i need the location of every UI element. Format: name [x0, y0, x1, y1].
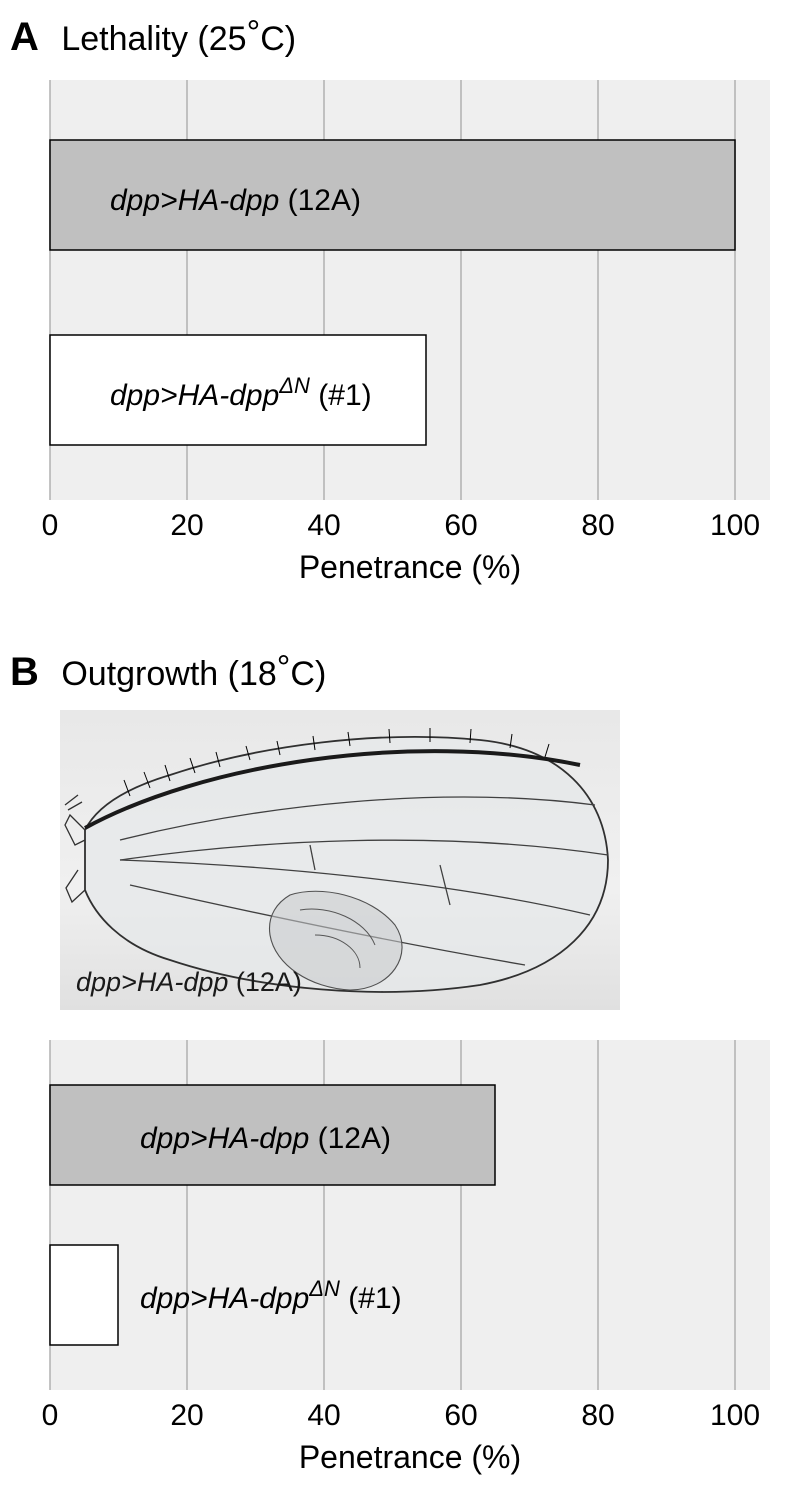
bar-b-2-label: dpp>HA-dppΔN (#1) — [140, 1276, 402, 1315]
panel-b-label: B — [10, 650, 39, 694]
tick: 80 — [581, 509, 614, 542]
chart-a-xlabel: Penetrance (%) — [299, 549, 521, 585]
bar-a-2-sup: ΔN — [278, 373, 310, 398]
bar-a-2-label: dpp>HA-dppΔN (#1) — [110, 373, 372, 412]
bar-a-1-prefix: dpp>HA-dpp — [110, 184, 279, 217]
bar-b-2-prefix: dpp>HA-dpp — [140, 1282, 309, 1315]
bar-b-1-prefix: dpp>HA-dpp — [140, 1122, 309, 1155]
wing-hinge — [65, 795, 85, 902]
panel-a-title: Lethality (25°C) — [61, 20, 296, 58]
wing-caption-suffix: (12A) — [228, 967, 302, 997]
tick: 40 — [307, 509, 340, 542]
panel-a-label: A — [10, 15, 39, 59]
chart-b: dpp>HA-dpp (12A) dpp>HA-dppΔN (#1) 0 20 … — [10, 1030, 780, 1490]
panel-b-title-suffix: C) — [290, 655, 326, 693]
panel-b-title: Outgrowth (18°C) — [61, 655, 326, 693]
panel-a-title-prefix: Lethality (25 — [61, 20, 246, 58]
bar-b-2-sup: ΔN — [308, 1276, 340, 1301]
panel-b-title-degree: ° — [277, 649, 291, 687]
panel-b: B Outgrowth (18°C) — [10, 650, 326, 695]
bar-b-2 — [50, 1245, 118, 1345]
chart-b-ticks: 0 20 40 60 80 100 — [42, 1399, 760, 1432]
tick: 60 — [444, 509, 477, 542]
chart-b-xlabel: Penetrance (%) — [299, 1439, 521, 1475]
wing-caption-prefix: dpp>HA-dpp — [76, 967, 228, 997]
tick: 20 — [170, 509, 203, 542]
chart-a: dpp>HA-dpp (12A) dpp>HA-dppΔN (#1) 0 20 … — [10, 70, 780, 605]
chart-a-svg: dpp>HA-dpp (12A) dpp>HA-dppΔN (#1) 0 20 … — [10, 70, 780, 600]
wing-image: dpp>HA-dpp (12A) — [60, 710, 620, 1010]
tick: 60 — [444, 1399, 477, 1432]
panel-a: A Lethality (25°C) — [10, 15, 296, 60]
panel-a-title-suffix: C) — [260, 20, 296, 58]
bar-a-2-suffix: (#1) — [310, 379, 372, 412]
bar-b-1-label: dpp>HA-dpp (12A) — [140, 1122, 391, 1155]
tick: 20 — [170, 1399, 203, 1432]
tick: 100 — [710, 1399, 760, 1432]
chart-a-ticks: 0 20 40 60 80 100 — [42, 509, 760, 542]
bar-a-1-suffix: (12A) — [279, 184, 361, 217]
tick: 0 — [42, 509, 59, 542]
panel-b-title-prefix: Outgrowth (18 — [61, 655, 276, 693]
tick: 0 — [42, 1399, 59, 1432]
bar-b-1-suffix: (12A) — [309, 1122, 391, 1155]
wing-caption: dpp>HA-dpp (12A) — [76, 967, 302, 997]
wing-caption-wrap: dpp>HA-dpp (12A) — [76, 967, 302, 998]
panel-a-title-degree: ° — [247, 14, 261, 52]
bar-a-2-prefix: dpp>HA-dpp — [110, 379, 279, 412]
bar-b-2-suffix: (#1) — [340, 1282, 402, 1315]
wing-svg — [60, 710, 620, 1010]
bar-a-1-label: dpp>HA-dpp (12A) — [110, 184, 361, 217]
tick: 80 — [581, 1399, 614, 1432]
chart-b-svg: dpp>HA-dpp (12A) dpp>HA-dppΔN (#1) 0 20 … — [10, 1030, 780, 1485]
tick: 40 — [307, 1399, 340, 1432]
tick: 100 — [710, 509, 760, 542]
